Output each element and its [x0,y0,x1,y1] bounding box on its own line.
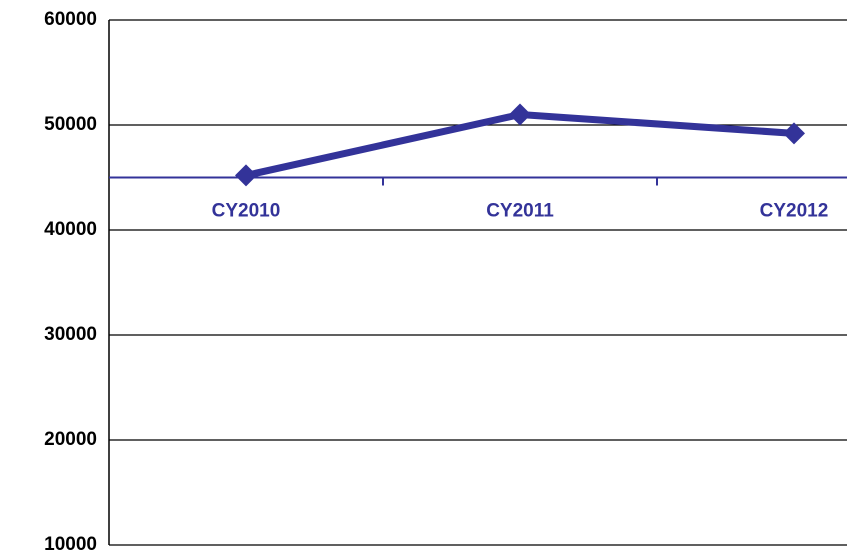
plot-area: 10000 20000 30000 40000 50000 60000 CY2010 CY20… [44,9,847,555]
marker [235,164,257,187]
y-tick-label: 20000 [44,429,97,450]
y-tick-label: 60000 [44,9,97,30]
x-tick-label: CY2010 [212,201,281,222]
x-tick-label: CY2011 [486,201,554,222]
y-tick-label: 10000 [44,534,97,555]
y-tick-label: 30000 [44,324,97,345]
marker [783,122,805,145]
x-tick-label: CY2012 [760,201,829,222]
y-tick-label: 40000 [44,219,97,240]
y-tick-label: 50000 [44,114,97,135]
marker [509,103,531,126]
